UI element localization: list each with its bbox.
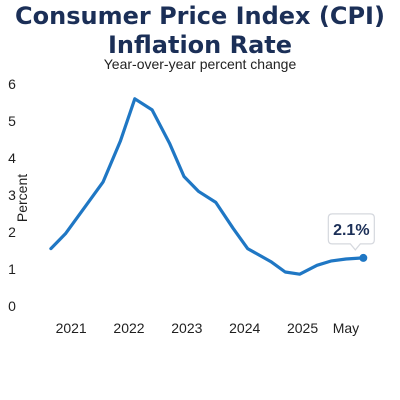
x-axis-ticks: 2021 2022 2023 2024 2025 May (56, 320, 360, 336)
y-axis-ticks: 0 1 2 3 4 5 6 (8, 76, 16, 314)
x-tick-label: 2024 (229, 320, 260, 336)
y-tick-label: 4 (8, 150, 16, 166)
value-callout: 2.1% (327, 213, 375, 251)
y-tick-label: 0 (8, 298, 16, 314)
x-tick-label: 2023 (171, 320, 202, 336)
y-tick-label: 6 (8, 76, 16, 92)
series-line (49, 97, 365, 276)
x-tick-label: 2025 (287, 320, 318, 336)
chart-title-line-1: Consumer Price Index (CPI) (15, 2, 385, 30)
chart-title-line-2: Inflation Rate (107, 31, 293, 59)
chart-title: Consumer Price Index (CPI) Inflation Rat… (0, 2, 400, 60)
chart-subtitle: Year-over-year percent change (103, 56, 297, 72)
callout-label: 2.1% (333, 222, 369, 239)
x-tick-label: May (333, 320, 359, 336)
y-tick-label: 5 (8, 113, 16, 129)
y-tick-label: 3 (8, 187, 16, 203)
x-tick-label: 2022 (113, 320, 144, 336)
y-tick-label: 2 (8, 224, 16, 240)
y-axis-label: Percent (14, 174, 30, 222)
series-end-point (359, 253, 368, 262)
y-tick-label: 1 (8, 261, 16, 277)
series-group (49, 97, 368, 276)
callout-box (327, 213, 375, 251)
x-tick-label: 2021 (56, 320, 87, 336)
